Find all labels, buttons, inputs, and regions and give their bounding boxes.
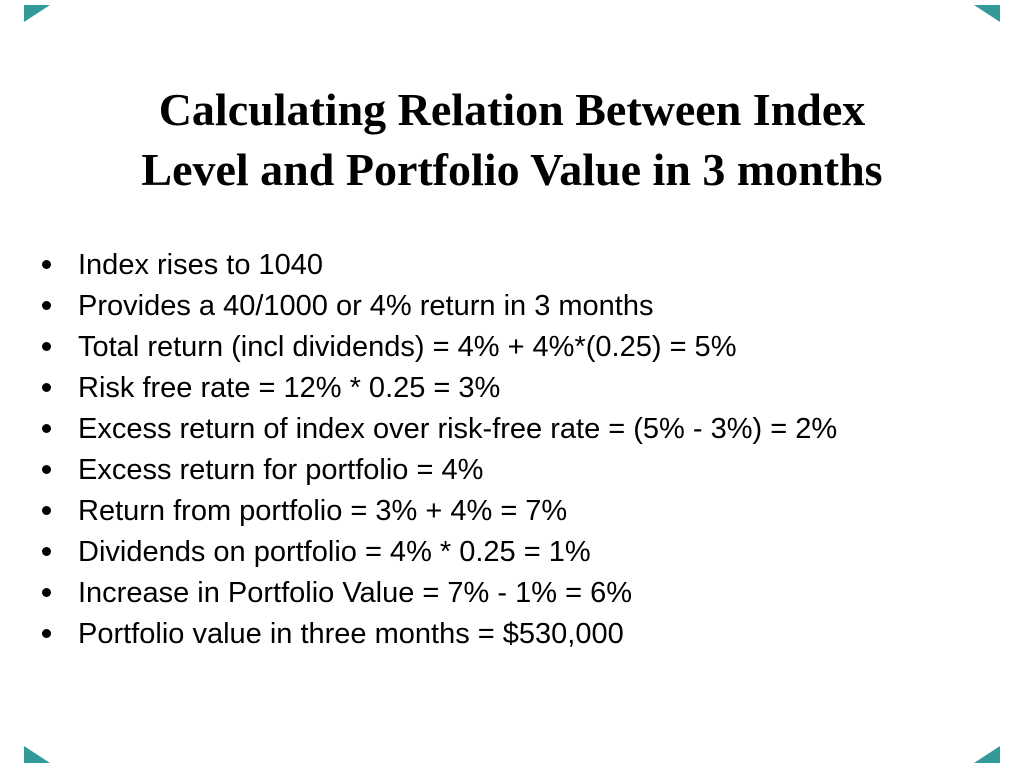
bullet-dot bbox=[42, 424, 51, 433]
bullet-dot bbox=[42, 547, 51, 556]
corner-accent-triangle-bottom-right-icon bbox=[974, 746, 1000, 763]
bullet-dot bbox=[42, 301, 51, 310]
bullet-dot bbox=[42, 588, 51, 597]
corner-accent-triangle-bottom-left-icon bbox=[24, 746, 50, 763]
corner-accent-triangle-shape bbox=[974, 746, 1000, 763]
bullet-text: Provides a 40/1000 or 4% return in 3 mon… bbox=[78, 290, 654, 322]
bullet-text: Portfolio value in three months = $530,0… bbox=[78, 618, 624, 650]
corner-accent-triangle-shape bbox=[24, 5, 50, 22]
bullet-item: Provides a 40/1000 or 4% return in 3 mon… bbox=[42, 286, 1004, 327]
bullet-text: Return from portfolio = 3% + 4% = 7% bbox=[78, 495, 568, 527]
bullet-dot bbox=[42, 342, 51, 351]
bullet-item: Return from portfolio = 3% + 4% = 7% bbox=[42, 491, 1004, 532]
bullet-item: Increase in Portfolio Value = 7% - 1% = … bbox=[42, 573, 1004, 614]
bullet-item: Excess return of index over risk-free ra… bbox=[42, 409, 1004, 450]
bullet-dot bbox=[42, 629, 51, 638]
bullet-text: Dividends on portfolio = 4% * 0.25 = 1% bbox=[78, 536, 591, 568]
bullet-dot bbox=[42, 465, 51, 474]
slide-title-line-2: Level and Portfolio Value in 3 months bbox=[141, 144, 883, 195]
bullet-text: Excess return for portfolio = 4% bbox=[78, 454, 484, 486]
bullet-dot bbox=[42, 383, 51, 392]
bullet-item: Excess return for portfolio = 4% bbox=[42, 450, 1004, 491]
bullet-text: Index rises to 1040 bbox=[78, 249, 324, 281]
bullet-item: Dividends on portfolio = 4% * 0.25 = 1% bbox=[42, 532, 1004, 573]
bullet-dot bbox=[42, 260, 51, 269]
bullet-text: Excess return of index over risk-free ra… bbox=[78, 413, 838, 445]
bullet-dot bbox=[42, 506, 51, 515]
bullet-item: Portfolio value in three months = $530,0… bbox=[42, 614, 1004, 655]
bullet-item: Index rises to 1040 bbox=[42, 245, 1004, 286]
bullet-text: Total return (incl dividends) = 4% + 4%*… bbox=[78, 331, 737, 363]
bullet-item: Total return (incl dividends) = 4% + 4%*… bbox=[42, 327, 1004, 368]
corner-accent-triangle-top-right-icon bbox=[974, 5, 1000, 22]
bullet-item: Risk free rate = 12% * 0.25 = 3% bbox=[42, 368, 1004, 409]
bullet-list: Index rises to 1040 Provides a 40/1000 o… bbox=[0, 245, 1024, 655]
slide-title-line-1: Calculating Relation Between Index bbox=[158, 84, 866, 135]
corner-accent-triangle-shape bbox=[24, 746, 50, 763]
corner-accent-triangle-shape bbox=[974, 5, 1000, 22]
slide-title: Calculating Relation Between Index Level… bbox=[0, 0, 1024, 200]
corner-accent-triangle-top-left-icon bbox=[24, 5, 50, 22]
bullet-text: Risk free rate = 12% * 0.25 = 3% bbox=[78, 372, 501, 404]
bullet-text: Increase in Portfolio Value = 7% - 1% = … bbox=[78, 577, 632, 609]
